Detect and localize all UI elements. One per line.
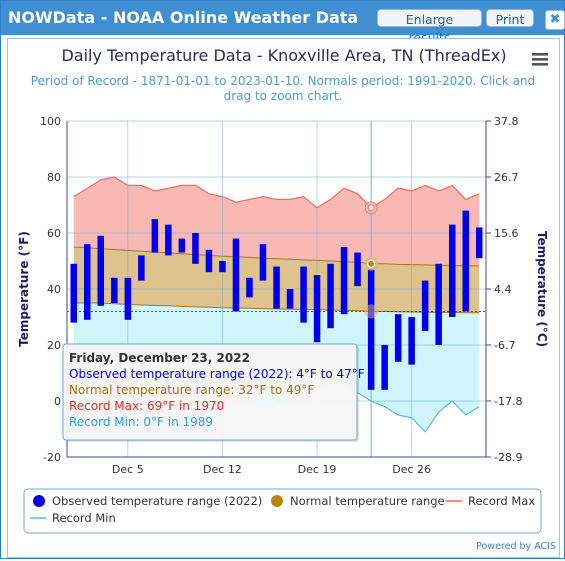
observed-bar-dec-28[interactable] xyxy=(435,263,442,345)
powered-by-credit[interactable]: Powered by ACIS xyxy=(476,541,556,552)
enlarge-results-button[interactable]: Enlarge results xyxy=(377,9,482,45)
x-tick-label: Dec 19 xyxy=(298,463,337,476)
chart-legend: Observed temperature range (2022) Normal … xyxy=(23,488,542,534)
observed-bar-dec-26[interactable] xyxy=(408,317,415,365)
observed-bar-dec-16[interactable] xyxy=(273,266,280,309)
observed-bar-dec-12[interactable] xyxy=(219,261,226,273)
legend-label: Observed temperature range (2022) xyxy=(52,494,262,508)
observed-bar-dec-3[interactable] xyxy=(97,235,105,306)
menu-icon[interactable] xyxy=(532,53,548,66)
y-tick-label: 80 xyxy=(47,171,61,184)
y-tick-label: -20 xyxy=(43,451,61,464)
y-tick-label: 40 xyxy=(47,283,61,296)
tooltip-record-min: Record Min: 0°F in 1989 xyxy=(69,415,213,429)
observed-bar-dec-20[interactable] xyxy=(327,263,334,329)
tooltip-observed: Observed temperature range (2022): 4°F t… xyxy=(69,367,365,381)
observed-bar-dec-25[interactable] xyxy=(394,314,402,362)
observed-bar-dec-14[interactable] xyxy=(246,277,253,298)
y-tick-label: 0 xyxy=(54,395,61,408)
legend-box xyxy=(23,488,542,534)
observed-bar-dec-23[interactable] xyxy=(367,269,375,390)
x-tick-label: Dec 5 xyxy=(112,463,144,476)
legend-label: Record Max xyxy=(468,494,535,508)
y-right-tick-label: -28.9 xyxy=(494,451,522,464)
y-tick-label: 100 xyxy=(40,115,61,128)
observed-bar-dec-7[interactable] xyxy=(151,219,159,253)
y-right-tick-label: -6.7 xyxy=(494,339,515,352)
hover-tooltip: Friday, December 23, 2022 Observed temper… xyxy=(62,343,365,442)
window-title: NOWData - NOAA Online Weather Data xyxy=(8,8,359,27)
observed-bar-dec-30[interactable] xyxy=(462,210,470,312)
observed-bar-dec-4[interactable] xyxy=(111,277,118,303)
tooltip-date: Friday, December 23, 2022 xyxy=(69,351,250,365)
hover-point-record-max xyxy=(367,204,375,212)
chart-title: Daily Temperature Data - Knoxville Area,… xyxy=(61,46,506,65)
legend-label: Record Min xyxy=(52,511,116,525)
y-axis-label-right: Temperature (°C) xyxy=(535,231,549,347)
legend-item-1[interactable]: Observed temperature range (2022) xyxy=(33,494,262,508)
observed-bar-dec-21[interactable] xyxy=(340,247,348,315)
hover-point-normal-high xyxy=(367,259,376,268)
title-bar: NOWData - NOAA Online Weather Data Enlar… xyxy=(1,1,564,45)
observed-bar-dec-31[interactable] xyxy=(476,227,483,259)
print-button[interactable]: Print xyxy=(486,9,534,27)
y-right-tick-label: 4.4 xyxy=(494,283,512,296)
y-right-tick-label: 15.6 xyxy=(494,227,519,240)
record-max-band xyxy=(73,177,480,266)
tooltip-record-max: Record Max: 69°F in 1970 xyxy=(69,399,224,413)
close-icon[interactable]: ✖ xyxy=(545,10,565,30)
tooltip-normal: Normal temperature range: 32°F to 49°F xyxy=(69,383,314,397)
observed-bar-dec-1[interactable] xyxy=(70,263,78,323)
x-tick-label: Dec 26 xyxy=(392,463,431,476)
chart-subtitle: Period of Record - 1871-01-01 to 2023-01… xyxy=(30,74,536,103)
legend-marker xyxy=(271,495,283,507)
observed-bar-dec-22[interactable] xyxy=(354,252,361,287)
observed-bar-dec-6[interactable] xyxy=(138,255,145,281)
observed-bar-dec-10[interactable] xyxy=(192,233,199,264)
observed-bar-dec-15[interactable] xyxy=(259,244,267,281)
tooltip-box xyxy=(62,343,358,441)
observed-bar-dec-18[interactable] xyxy=(300,266,307,323)
y-right-tick-label: 37.8 xyxy=(494,115,519,128)
observed-bar-dec-2[interactable] xyxy=(84,244,91,320)
temperature-chart[interactable]: Daily Temperature Data - Knoxville Area,… xyxy=(8,39,559,557)
observed-bar-dec-19[interactable] xyxy=(313,275,321,343)
legend-label: Normal temperature range xyxy=(290,494,445,508)
legend-marker xyxy=(33,495,45,507)
y-tick-label: 20 xyxy=(47,339,61,352)
observed-bar-dec-13[interactable] xyxy=(232,238,240,312)
hover-halo-normal-low xyxy=(364,304,379,319)
observed-bar-dec-24[interactable] xyxy=(381,345,388,390)
y-right-tick-label: -17.8 xyxy=(494,395,522,408)
observed-bar-dec-11[interactable] xyxy=(205,249,213,273)
y-axis-label-left: Temperature (°F) xyxy=(17,231,31,347)
observed-bar-dec-8[interactable] xyxy=(165,224,172,256)
legend-item-2[interactable]: Normal temperature range xyxy=(271,494,445,508)
observed-bar-dec-5[interactable] xyxy=(124,277,132,320)
results-panel: Daily Temperature Data - Knoxville Area,… xyxy=(7,38,560,558)
observed-bar-dec-17[interactable] xyxy=(286,289,294,309)
y-right-tick-label: 26.7 xyxy=(494,171,519,184)
observed-bar-dec-27[interactable] xyxy=(421,280,429,331)
legend-item-4[interactable]: Record Min xyxy=(30,511,116,525)
observed-bar-dec-9[interactable] xyxy=(178,238,186,253)
x-tick-label: Dec 12 xyxy=(203,463,242,476)
y-tick-label: 60 xyxy=(47,227,61,240)
observed-bar-dec-29[interactable] xyxy=(449,224,456,317)
legend-item-3[interactable]: Record Max xyxy=(446,494,535,508)
